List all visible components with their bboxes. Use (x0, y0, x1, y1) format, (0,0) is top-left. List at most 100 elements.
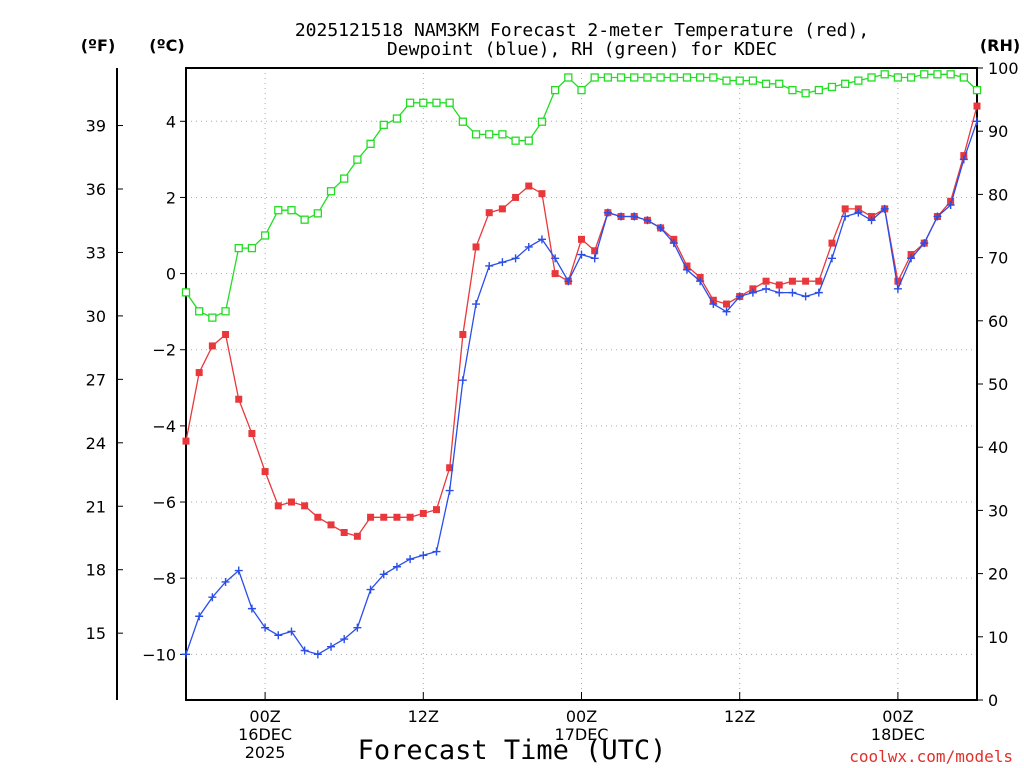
rh-point (274, 206, 283, 215)
rh-point (287, 206, 296, 215)
dewpoint-point (630, 212, 639, 221)
celsius-tick-label: 2 (166, 188, 176, 207)
dewpoint-point (973, 117, 981, 126)
temperature-line (185, 105, 978, 538)
dewpoint-point (590, 254, 599, 263)
rh-tick-label: 0 (988, 691, 998, 710)
temperature-point (301, 502, 309, 510)
rh-point (656, 73, 665, 82)
rh-point (709, 73, 718, 82)
rh-point (867, 73, 876, 82)
rh-line (185, 73, 978, 319)
rh-point (643, 73, 652, 82)
rh-point (827, 82, 837, 92)
rh-point (260, 231, 270, 240)
rh-point (392, 114, 402, 123)
dewpoint-point (419, 551, 428, 560)
x-tick-label: 00Z (882, 707, 913, 726)
dewpoint-point (406, 555, 415, 564)
rh-point (432, 98, 441, 107)
temperature-point (446, 464, 454, 472)
rh-point (353, 155, 362, 164)
temperature-point (314, 513, 322, 521)
dewpoint-point (775, 288, 784, 297)
rh-point (313, 209, 322, 218)
rh-point (841, 79, 850, 88)
x-tick-label: 00Z (566, 707, 597, 726)
temperature-point (235, 395, 243, 403)
rh-point (524, 136, 533, 145)
rh-point (630, 73, 639, 82)
rh-point (748, 76, 758, 85)
rh-tick-label: 90 (988, 122, 1008, 141)
dewpoint-point (841, 212, 850, 221)
dewpoint-point (748, 288, 757, 297)
rh-point (577, 85, 586, 95)
temperature-point (459, 331, 467, 339)
dewpoint-point (762, 284, 771, 293)
temperature-point (380, 513, 388, 521)
dewpoint-point (854, 208, 863, 217)
dewpoint-point (564, 277, 573, 286)
temperature-point (432, 506, 440, 514)
fahrenheit-tick-label: 30 (86, 307, 106, 326)
rh-point (906, 73, 916, 82)
temperature-point (723, 300, 731, 308)
temperature-point (327, 521, 335, 529)
dewpoint-point (577, 250, 586, 259)
temperature-point (591, 247, 599, 255)
x-tick-label: 2025 (245, 743, 286, 762)
dewpoint-point (722, 307, 731, 316)
fahrenheit-tick-label: 18 (86, 561, 106, 580)
rh-point (537, 117, 547, 126)
dewpoint-point (946, 201, 955, 210)
dewpoint-point (788, 288, 797, 297)
temperature-point (287, 498, 295, 506)
temperature-point (393, 513, 401, 521)
celsius-tick-label: −4 (152, 417, 176, 436)
dewpoint-point (893, 284, 902, 293)
x-axis-label: Forecast Time (UTC) (358, 735, 667, 766)
rh-point (801, 89, 810, 98)
rh-point (326, 187, 336, 196)
rh-unit-label: (RH) (980, 36, 1020, 55)
rh-point (946, 70, 955, 79)
rh-point (471, 130, 481, 139)
temperature-point (841, 205, 849, 213)
temperature-point (222, 331, 230, 339)
rh-point (208, 313, 217, 322)
dewpoint-point (353, 623, 362, 632)
dewpoint-point (458, 376, 467, 385)
dewpoint-point (656, 223, 665, 232)
rh-point (775, 79, 784, 88)
rh-point (735, 76, 744, 85)
x-tick-label: 18DEC (871, 725, 925, 744)
temperature-point (512, 193, 520, 201)
dewpoint-point (327, 642, 336, 651)
temperature-point (353, 532, 361, 540)
axes: −10−8−6−4−202415182124273033363901020304… (86, 59, 1019, 762)
rh-point (511, 136, 520, 145)
rh-point (761, 79, 771, 88)
rh-point (234, 243, 243, 253)
temperature-point (182, 437, 190, 445)
fahrenheit-tick-label: 33 (86, 243, 106, 262)
dewpoint-point (287, 627, 296, 636)
dewpoint-point (524, 242, 533, 251)
dewpoint-point (392, 562, 401, 571)
series-layer (181, 70, 982, 659)
rh-point (340, 174, 349, 183)
dewpoint-point (234, 566, 243, 575)
dewpoint-point (735, 292, 744, 301)
dewpoint-point (959, 155, 968, 164)
temperature-point (261, 468, 269, 476)
dewpoint-point (366, 585, 375, 594)
rh-point (379, 120, 388, 130)
fahrenheit-tick-label: 27 (86, 370, 106, 389)
rh-point (616, 73, 626, 82)
dewpoint-point (827, 254, 836, 263)
rh-tick-label: 30 (988, 501, 1008, 520)
fahrenheit-tick-label: 15 (86, 624, 106, 643)
temperature-point (367, 513, 375, 521)
dewpoint-point (511, 254, 520, 263)
